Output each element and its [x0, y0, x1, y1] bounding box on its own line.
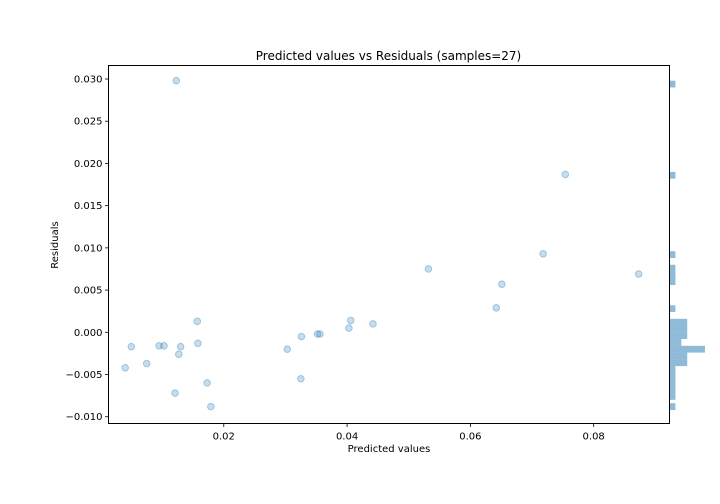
- scatter-point: [561, 170, 570, 179]
- histogram-bar: [669, 278, 676, 286]
- y-tick-label: 0.000: [74, 328, 103, 339]
- x-axis-ticks: 0.02 0.04 0.06 0.08: [213, 423, 605, 443]
- scatter-point: [424, 265, 433, 273]
- y-tick-label: 0.020: [74, 159, 103, 170]
- y-tick-label: 0.025: [74, 117, 103, 128]
- histogram-bar: [669, 345, 705, 353]
- histogram-bar: [669, 372, 676, 380]
- histogram-bar: [669, 325, 688, 333]
- scatter-point: [127, 342, 136, 351]
- histogram-bar: [669, 393, 676, 400]
- histogram-bar: [669, 352, 688, 360]
- histogram-bar: [669, 359, 688, 367]
- scatter-point: [634, 270, 643, 278]
- y-tick-label: −0.005: [65, 370, 102, 381]
- x-axis-label: Predicted values: [348, 444, 431, 455]
- scatter-point: [160, 342, 168, 350]
- histogram-bar: [669, 264, 676, 272]
- scatter-point: [297, 374, 305, 383]
- histogram-bar: [669, 386, 676, 394]
- scatter-point: [207, 402, 215, 411]
- histogram-bar: [669, 305, 676, 313]
- scatter-point: [203, 379, 211, 387]
- chart-title: Predicted values vs Residuals (samples=2…: [256, 49, 521, 63]
- y-axis-label: Residuals: [50, 221, 61, 268]
- scatter-point: [176, 342, 185, 351]
- scatter-point: [172, 76, 181, 85]
- scatter-point: [492, 304, 501, 312]
- histogram-bar: [669, 403, 676, 410]
- scatter-point: [193, 317, 202, 326]
- scatter-point: [345, 324, 353, 332]
- scatter-point: [171, 389, 179, 397]
- histogram-bar: [669, 339, 682, 346]
- scatter-point: [194, 339, 202, 348]
- histogram-bar: [669, 80, 676, 88]
- scatter-point: [539, 249, 547, 258]
- scatter-point: [498, 280, 506, 288]
- histogram-bar: [669, 251, 676, 259]
- y-tick-label: 0.005: [74, 286, 103, 297]
- y-tick-label: 0.015: [74, 201, 103, 212]
- histogram-bar: [669, 271, 676, 279]
- marginal-histogram: [669, 80, 705, 410]
- y-axis-ticks: 0.030 0.025 0.020 0.015 0.010 0.005 0.000 −0.00…: [65, 75, 109, 423]
- scatter-point: [313, 330, 322, 338]
- y-tick-label: −0.010: [65, 412, 102, 423]
- histogram-bar: [669, 332, 688, 340]
- y-tick-label: 0.010: [74, 243, 103, 254]
- histogram-bar: [669, 366, 676, 373]
- histogram-bar: [669, 379, 676, 387]
- scatter-point: [142, 359, 151, 368]
- scatter-points: [121, 76, 643, 411]
- x-tick-label: 0.08: [583, 432, 605, 443]
- scatter-point: [155, 342, 163, 350]
- histogram-bar: [669, 171, 676, 179]
- plot-area-frame: [108, 65, 670, 424]
- scatter-point: [369, 320, 377, 328]
- x-tick-label: 0.06: [459, 432, 481, 443]
- scatter-point: [297, 332, 306, 341]
- scatter-point: [316, 330, 324, 338]
- scatter-point: [283, 345, 292, 353]
- histogram-bar: [669, 318, 688, 326]
- scatter-point: [174, 350, 183, 359]
- x-tick-label: 0.04: [336, 432, 358, 443]
- scatter-point: [121, 363, 129, 372]
- x-tick-label: 0.02: [213, 432, 235, 443]
- scatter-point: [346, 316, 355, 325]
- y-tick-label: 0.030: [74, 75, 103, 86]
